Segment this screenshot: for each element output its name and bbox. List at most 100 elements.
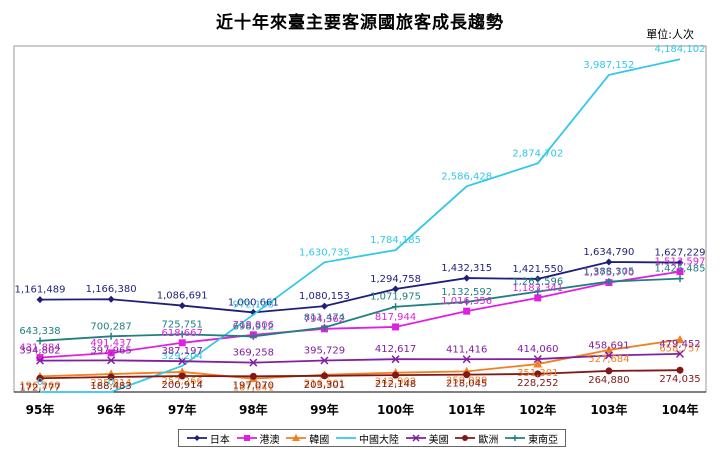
- marker-triangle: [675, 335, 685, 344]
- data-label: 252,266: [162, 376, 203, 387]
- series-line-美國: [39, 352, 681, 364]
- legend-item: 中國大陸: [335, 431, 399, 446]
- data-label: 1,388,305: [583, 267, 634, 278]
- legend-swatch: [455, 435, 476, 441]
- marker-x: [391, 355, 400, 364]
- data-label: 259,089: [446, 375, 487, 386]
- x-tick-label: 98年: [239, 402, 268, 417]
- marker-plus: [676, 275, 684, 283]
- x-tick-label: 96年: [97, 402, 126, 417]
- data-label: 0: [37, 377, 43, 388]
- data-label: 397,965: [90, 345, 131, 356]
- series-line-港澳: [39, 270, 681, 359]
- x-tick-label: 99年: [310, 402, 339, 417]
- marker-x: [533, 355, 542, 364]
- marker-plus: [107, 332, 115, 340]
- data-label: 203,301: [304, 380, 345, 391]
- marker-circle: [534, 370, 542, 378]
- marker-diamond: [392, 285, 400, 293]
- data-label: 197,070: [233, 380, 274, 391]
- legend-item: 港澳: [236, 431, 280, 446]
- marker-circle: [463, 371, 471, 379]
- legend-label: 日本: [209, 434, 230, 446]
- legend-swatch: [186, 435, 207, 441]
- data-label: 395,729: [304, 346, 345, 357]
- chart-legend: 日本 港澳 韓國 中國大陸 美國 歐洲 東南亞: [178, 429, 566, 447]
- marker-circle: [605, 367, 613, 375]
- legend-item: 歐洲: [454, 431, 498, 446]
- data-label: 412,617: [375, 344, 416, 355]
- data-label: 1,375,770: [583, 268, 634, 279]
- marker-x: [178, 357, 187, 366]
- data-label: 725,751: [162, 319, 203, 330]
- marker-diamond: [605, 258, 613, 266]
- marker-circle: [36, 374, 44, 382]
- data-label: 216,901: [304, 379, 345, 390]
- data-label: 369,258: [233, 348, 274, 359]
- data-label: 212,148: [375, 379, 416, 390]
- data-label: 1,086,691: [157, 291, 208, 302]
- marker-circle: [676, 366, 684, 374]
- unit-label: 單位:人次: [646, 28, 694, 41]
- data-label: 218,045: [446, 379, 487, 390]
- data-label: 4,184,102: [655, 44, 706, 55]
- data-label: 1,016,356: [441, 296, 492, 307]
- data-label: 196,260: [19, 380, 60, 391]
- legend-item: 韓國: [285, 431, 329, 446]
- data-label: 794,362: [304, 314, 345, 325]
- marker-square: [36, 354, 44, 362]
- marker-diamond: [107, 295, 115, 303]
- marker-square: [463, 307, 471, 315]
- marker-plus: [534, 288, 542, 296]
- data-label: 479,452: [659, 339, 700, 350]
- data-label: 242,902: [375, 377, 416, 388]
- legend-swatch: [335, 437, 356, 439]
- marker-diamond: [676, 259, 684, 267]
- data-label: 1,425,485: [655, 264, 706, 275]
- x-tick-label: 101年: [448, 402, 485, 417]
- marker-triangle: [533, 359, 543, 368]
- data-label: 414,060: [517, 344, 558, 355]
- legend-swatch: [286, 434, 307, 441]
- marker-diamond: [320, 302, 328, 310]
- data-label: 387,197: [162, 346, 203, 357]
- marker-circle: [107, 373, 115, 381]
- x-tick-label: 103年: [590, 402, 627, 417]
- data-label: 1,294,758: [370, 274, 421, 285]
- data-label: 200,914: [162, 380, 203, 391]
- data-label: 394,802: [19, 346, 60, 357]
- data-label: 1,166,380: [86, 284, 137, 295]
- data-label: 411,416: [446, 344, 487, 355]
- legend-label: 韓國: [309, 434, 330, 446]
- data-label: 2,586,428: [441, 171, 492, 182]
- data-label: 188,483: [90, 381, 131, 392]
- series-line-歐洲: [39, 369, 681, 380]
- legend-label: 中國大陸: [358, 434, 399, 446]
- legend-label: 歐洲: [478, 434, 499, 446]
- data-label: 2,874,702: [512, 148, 563, 159]
- series-line-中國大陸: [40, 58, 681, 393]
- data-label: 658,757: [659, 344, 700, 355]
- data-label: 329,204: [162, 351, 203, 362]
- data-label: 1,183,341: [512, 283, 563, 294]
- data-label: 172,777: [19, 382, 60, 393]
- marker-triangle: [604, 345, 614, 354]
- x-tick-label: 100年: [377, 402, 414, 417]
- legend-swatch: [405, 434, 426, 442]
- legend-label: 東南亞: [528, 434, 559, 446]
- marker-plus: [392, 303, 400, 311]
- data-label: 3,987,152: [583, 60, 634, 71]
- data-label: 1,513,597: [655, 257, 706, 268]
- marker-x: [462, 355, 471, 364]
- data-label: 274,035: [659, 374, 700, 385]
- legend-swatch: [236, 435, 257, 441]
- data-label: 1,261,596: [512, 277, 563, 288]
- data-label: 698,912: [233, 321, 274, 332]
- data-label: 431,884: [19, 343, 60, 354]
- marker-plus: [320, 323, 328, 331]
- data-label: 351,301: [517, 368, 558, 379]
- legend-item: 東南亞: [504, 431, 558, 446]
- marker-circle: [249, 372, 257, 380]
- marker-x: [675, 349, 685, 358]
